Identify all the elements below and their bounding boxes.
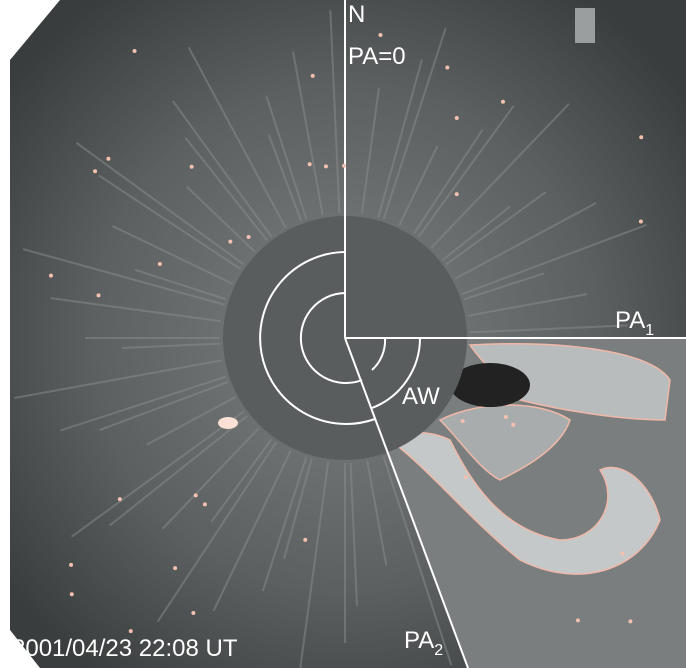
pa1-text: PA: [615, 307, 645, 334]
star: [620, 551, 624, 555]
timestamp: 2001/04/23 22:08 UT: [12, 635, 238, 662]
star: [455, 192, 459, 196]
star: [118, 497, 122, 501]
star: [96, 293, 100, 297]
star: [378, 33, 382, 37]
star: [228, 240, 232, 244]
star: [203, 502, 207, 506]
star: [504, 415, 508, 419]
star: [194, 493, 198, 497]
star: [106, 157, 110, 161]
pa1-subscript: 1: [645, 322, 654, 339]
star: [308, 162, 312, 166]
star: [455, 116, 459, 120]
star: [445, 65, 449, 69]
aw-label: AW: [402, 383, 440, 410]
star: [247, 235, 251, 239]
north-label: N: [348, 1, 365, 28]
artifact: [575, 8, 595, 43]
star: [639, 219, 643, 223]
star: [324, 164, 328, 168]
star: [158, 262, 162, 266]
planet-blob: [218, 417, 238, 429]
star: [501, 100, 505, 104]
star: [191, 611, 195, 615]
coronagraph-figure: N PA=0 PA1 AW PA2 2001/04/23 22:08 UT: [0, 0, 686, 668]
star: [93, 169, 97, 173]
star: [70, 592, 74, 596]
star: [628, 619, 632, 623]
star: [576, 618, 580, 622]
star: [173, 566, 177, 570]
star: [464, 475, 468, 479]
pa0-label: PA=0: [348, 43, 406, 70]
star: [342, 164, 346, 168]
star: [133, 49, 137, 53]
star: [190, 165, 194, 169]
star: [69, 563, 73, 567]
star: [129, 629, 133, 633]
pa2-text: PA: [404, 627, 434, 654]
star: [303, 538, 307, 542]
star: [511, 423, 515, 427]
pa2-subscript: 2: [434, 642, 443, 659]
star: [49, 274, 53, 278]
star: [639, 135, 643, 139]
star: [311, 74, 315, 78]
star: [461, 419, 465, 423]
